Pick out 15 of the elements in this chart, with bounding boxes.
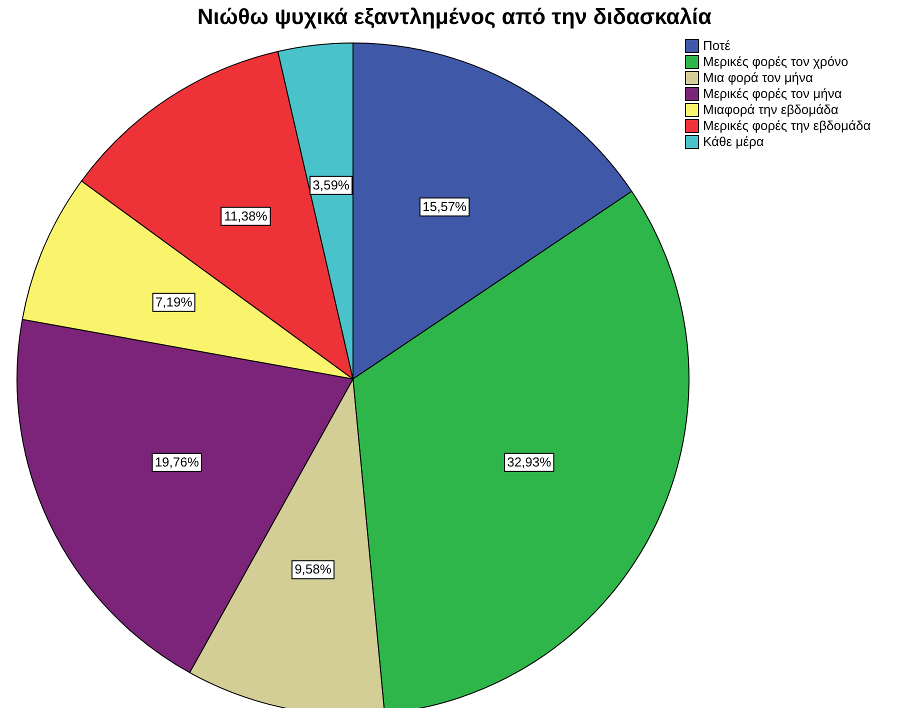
- data-label: 15,57%: [422, 198, 468, 214]
- legend-label: Μια φορά τον μήνα: [703, 70, 814, 86]
- legend-label: Μερικές φορές την εβδομάδα: [703, 118, 871, 134]
- legend-label: Ποτέ: [703, 38, 730, 54]
- legend-label: Μερικές φορές τον μήνα: [703, 86, 842, 102]
- legend-label: Μιαφορά την εβδομάδα: [703, 102, 838, 118]
- data-label: 9,58%: [294, 562, 332, 577]
- data-label: 3,59%: [312, 177, 350, 192]
- data-label: 7,19%: [155, 294, 193, 310]
- chart-title: Νιώθω ψυχικά εξαντλημένος από την διδασκαλία: [196, 4, 713, 30]
- data-label: 11,38%: [224, 208, 268, 224]
- legend-label: Μερικές φορές τον χρόνο: [703, 54, 848, 70]
- legend-label: Κάθε μέρα: [703, 134, 764, 150]
- data-label: 32,93%: [507, 454, 552, 470]
- data-label: 19,76%: [154, 454, 200, 470]
